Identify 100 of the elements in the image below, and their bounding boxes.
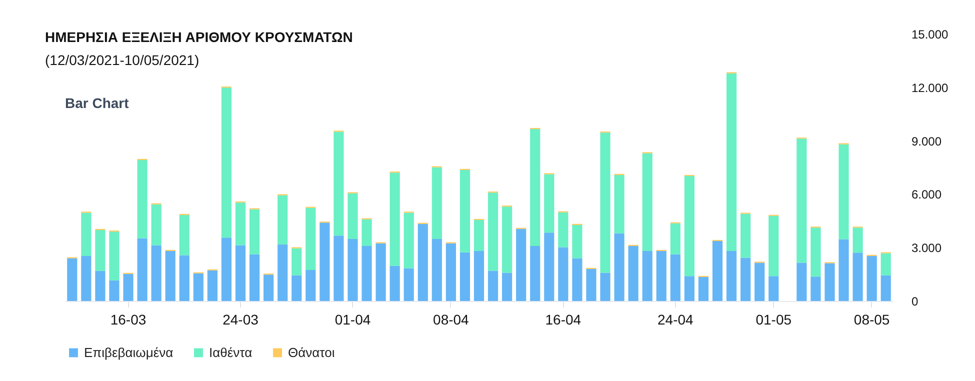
bar [306, 208, 316, 270]
bar [278, 195, 288, 244]
bar [306, 270, 316, 301]
bar [698, 276, 709, 301]
bar [488, 270, 498, 301]
bar [95, 230, 106, 271]
text: (12/03/2021-10/05/2021) [45, 52, 200, 68]
bar [740, 258, 751, 301]
bar [572, 258, 582, 301]
bar [502, 272, 512, 301]
y-tick-label: 12.000 [912, 80, 949, 95]
bar [544, 232, 554, 301]
bar [179, 215, 190, 256]
bar [67, 258, 78, 301]
bar [656, 250, 666, 301]
bar [852, 228, 863, 253]
bar [586, 268, 596, 301]
bar [796, 262, 807, 301]
bar [838, 144, 849, 240]
bar [404, 268, 414, 301]
bar [390, 266, 400, 301]
bar [642, 250, 652, 301]
legend-label: Ιαθέντα [209, 344, 253, 360]
bar [278, 244, 288, 301]
bar [544, 174, 554, 233]
bar [824, 263, 835, 301]
x-tick-label: 08-04 [433, 312, 470, 328]
bar [235, 245, 246, 301]
bar [95, 270, 106, 301]
bar [572, 224, 582, 258]
bar [193, 273, 204, 301]
bar [880, 275, 891, 301]
bar [376, 243, 386, 301]
bar [334, 132, 344, 236]
bar [235, 202, 246, 246]
bar [614, 174, 624, 234]
bar [530, 246, 540, 301]
bar [614, 233, 624, 301]
bar [558, 247, 568, 301]
bar [474, 220, 484, 251]
bar [151, 245, 162, 301]
bar [109, 280, 120, 301]
bar [670, 223, 680, 254]
x-tick-label: 01-04 [334, 312, 371, 328]
x-tick-label: 24-03 [222, 312, 259, 328]
bar [207, 270, 218, 301]
bar [137, 160, 148, 238]
bar [123, 274, 134, 301]
bar [810, 276, 821, 301]
bar [726, 250, 737, 301]
bar [852, 252, 863, 301]
bar [348, 193, 358, 240]
legend-label: Θάνατοι [288, 344, 335, 360]
bar [418, 224, 428, 301]
bar [684, 176, 694, 276]
bar [628, 246, 638, 301]
bar [740, 214, 751, 258]
bar [221, 88, 232, 238]
bar [880, 253, 891, 276]
bar [726, 73, 737, 251]
bar [768, 216, 779, 276]
x-tick-label: 16-03 [110, 312, 146, 328]
bar [334, 236, 344, 301]
bar [600, 272, 610, 301]
bar [179, 255, 190, 301]
x-tick-label: 01-05 [756, 312, 792, 328]
bar [362, 219, 372, 246]
y-tick-label: 0 [912, 294, 918, 308]
bar [446, 243, 456, 301]
bar [796, 138, 807, 263]
bar [516, 228, 526, 301]
x-tick-label: 08-05 [854, 312, 890, 328]
bar [348, 239, 358, 301]
bar [81, 212, 92, 256]
annotation: Bar Chart [65, 95, 130, 111]
bar [320, 222, 330, 301]
bar [221, 238, 232, 301]
bar [502, 206, 512, 273]
bar [292, 248, 302, 276]
bar [684, 276, 694, 301]
bar [530, 129, 540, 246]
bar [292, 275, 302, 301]
bar [249, 209, 260, 254]
bar [558, 212, 568, 248]
legend-label: Επιβεβαιωμένα [84, 344, 174, 360]
bar [460, 252, 470, 301]
bar [404, 212, 414, 268]
bar [109, 232, 120, 280]
bar [165, 250, 176, 301]
bar [768, 276, 779, 301]
bar [151, 204, 162, 246]
bar [137, 238, 148, 301]
x-tick-label: 24-04 [658, 312, 694, 328]
y-tick-label: 3.000 [912, 241, 942, 256]
bar [810, 228, 821, 277]
bar [838, 239, 849, 301]
bar [432, 239, 442, 301]
bar [642, 153, 652, 251]
bar [474, 250, 484, 301]
bar [432, 167, 442, 240]
